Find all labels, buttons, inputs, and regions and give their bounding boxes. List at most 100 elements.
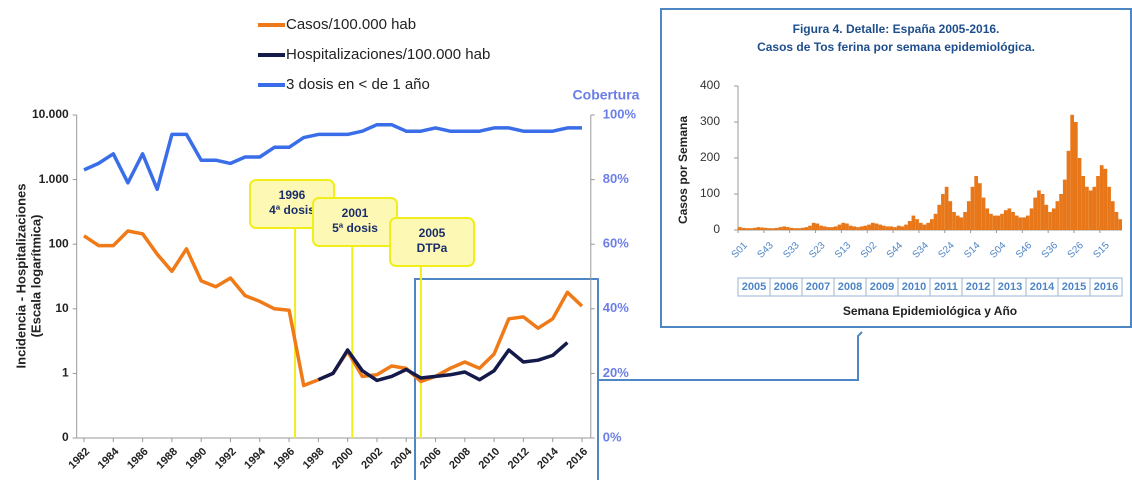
- bar: [1070, 114, 1074, 230]
- year-label: 2008: [838, 281, 862, 293]
- year-label: 2014: [1030, 281, 1055, 293]
- bar: [852, 226, 857, 230]
- bar: [926, 222, 930, 230]
- annotation-text: DTPa: [417, 241, 448, 255]
- year-label: 2013: [998, 281, 1022, 293]
- year-label: 2009: [870, 281, 894, 293]
- bar: [1037, 190, 1041, 230]
- y-tick-label: 1: [62, 366, 69, 380]
- y-axis-title: Casos por Semana: [676, 116, 690, 224]
- x-tick-label: 2008: [447, 446, 473, 472]
- x-tick-label: 2014: [535, 445, 561, 471]
- legend-label: Casos/100.000 hab: [286, 16, 416, 33]
- bar: [767, 228, 772, 230]
- y2-tick-label: 100%: [603, 106, 637, 121]
- y-axis-title: Incidencia - Hospitalizaciones: [13, 184, 28, 369]
- bar: [915, 219, 919, 230]
- bar: [1114, 212, 1119, 230]
- bar: [826, 227, 831, 230]
- bar: [834, 226, 838, 230]
- year-label: 2016: [1094, 281, 1118, 293]
- series-line: [83, 122, 582, 192]
- year-label: 2005: [742, 281, 766, 293]
- bar: [1118, 219, 1122, 230]
- bar: [907, 221, 912, 230]
- inset-frame: [660, 8, 1132, 328]
- bar: [763, 227, 768, 230]
- bar: [774, 227, 779, 230]
- bar: [955, 215, 960, 230]
- x-tick-label: 1998: [301, 446, 327, 472]
- year-label: 2012: [966, 281, 990, 293]
- x-axis-title: Semana Epidemiológica y Año: [843, 304, 1017, 318]
- x-tick-label: 1992: [213, 446, 239, 472]
- x-tick-label: 2010: [476, 446, 502, 472]
- x-tick-label: 1996: [271, 446, 297, 472]
- bar: [789, 227, 794, 230]
- bar: [859, 226, 864, 230]
- bar: [985, 208, 990, 230]
- bar: [811, 222, 816, 230]
- bar: [970, 186, 975, 230]
- bar: [1007, 208, 1012, 230]
- y-tick-label: 300: [700, 114, 720, 128]
- bar: [893, 227, 897, 230]
- bar: [1014, 215, 1019, 230]
- bar: [1000, 213, 1004, 230]
- bar: [760, 227, 764, 230]
- legend-label: Hospitalizaciones/100.000 hab: [286, 46, 490, 63]
- year-label: 2007: [806, 281, 830, 293]
- y2-axis-title: Cobertura: [573, 87, 640, 103]
- bar: [922, 224, 927, 230]
- x-tick-label: 2004: [389, 445, 415, 471]
- y2-tick-label: 0%: [603, 429, 622, 444]
- bar: [1003, 210, 1008, 230]
- x-tick-label: 2012: [506, 446, 532, 472]
- bar: [1029, 208, 1034, 230]
- bar: [896, 225, 901, 230]
- y-tick-label: 100: [49, 236, 69, 250]
- bar: [845, 223, 849, 230]
- x-tick-label: 2000: [330, 446, 356, 472]
- bar: [933, 213, 938, 230]
- inset-title: Casos de Tos ferina por semana epidemiol…: [757, 40, 1035, 54]
- bar: [996, 215, 1001, 230]
- bar: [918, 222, 923, 230]
- bar: [959, 217, 964, 230]
- bar: [1110, 201, 1115, 230]
- y2-tick-label: 80%: [603, 171, 629, 186]
- bar: [1096, 176, 1100, 230]
- bar: [1081, 176, 1086, 230]
- zoom-frame: [414, 278, 599, 480]
- bar: [878, 224, 882, 230]
- year-label: 2006: [774, 281, 798, 293]
- x-tick-label: 2006: [418, 446, 444, 472]
- x-tick-label: 1994: [242, 445, 268, 471]
- bar: [1059, 194, 1063, 230]
- y-tick-label: 1.000: [39, 172, 69, 186]
- year-cell: [1089, 277, 1123, 297]
- bar: [937, 204, 942, 230]
- bar: [1066, 150, 1071, 230]
- bar: [1055, 201, 1060, 230]
- bar: [1099, 165, 1104, 230]
- bar: [1107, 186, 1111, 230]
- bar: [745, 228, 750, 230]
- inset-title: Figura 4. Detalle: España 2005-2016.: [793, 22, 1000, 36]
- bar: [800, 227, 805, 230]
- annotation-text: 2001: [342, 206, 369, 220]
- bar: [752, 227, 757, 230]
- bar: [941, 194, 945, 230]
- bar: [900, 226, 905, 230]
- y-tick-label: 200: [700, 150, 720, 164]
- annotation-text: 1996: [279, 188, 306, 202]
- bar: [948, 201, 953, 230]
- bar: [749, 228, 753, 230]
- bar: [1088, 190, 1093, 230]
- bar: [1040, 194, 1045, 230]
- y-tick-label: 100: [700, 186, 720, 200]
- bar: [930, 219, 934, 230]
- annotation-text: 5ª dosis: [332, 221, 378, 235]
- bar: [981, 197, 986, 230]
- bar: [863, 225, 868, 230]
